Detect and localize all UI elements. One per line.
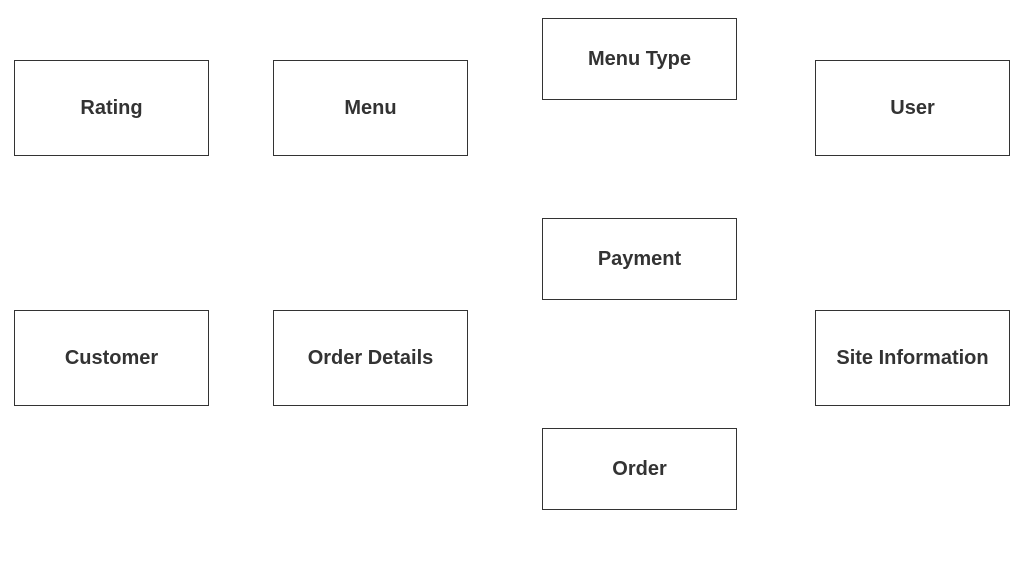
node-rating: Rating [14,60,209,156]
node-menu-type: Menu Type [542,18,737,100]
node-order: Order [542,428,737,510]
node-label-order: Order [608,454,670,485]
node-site-information: Site Information [815,310,1010,406]
node-payment: Payment [542,218,737,300]
node-label-customer: Customer [61,343,162,374]
node-label-site-information: Site Information [832,343,992,374]
node-label-rating: Rating [76,93,146,124]
node-label-payment: Payment [594,244,685,275]
node-label-user: User [886,93,938,124]
node-label-menu-type: Menu Type [584,44,695,75]
node-label-menu: Menu [340,93,400,124]
node-order-details: Order Details [273,310,468,406]
node-user: User [815,60,1010,156]
node-customer: Customer [14,310,209,406]
node-menu: Menu [273,60,468,156]
node-label-order-details: Order Details [304,343,438,374]
